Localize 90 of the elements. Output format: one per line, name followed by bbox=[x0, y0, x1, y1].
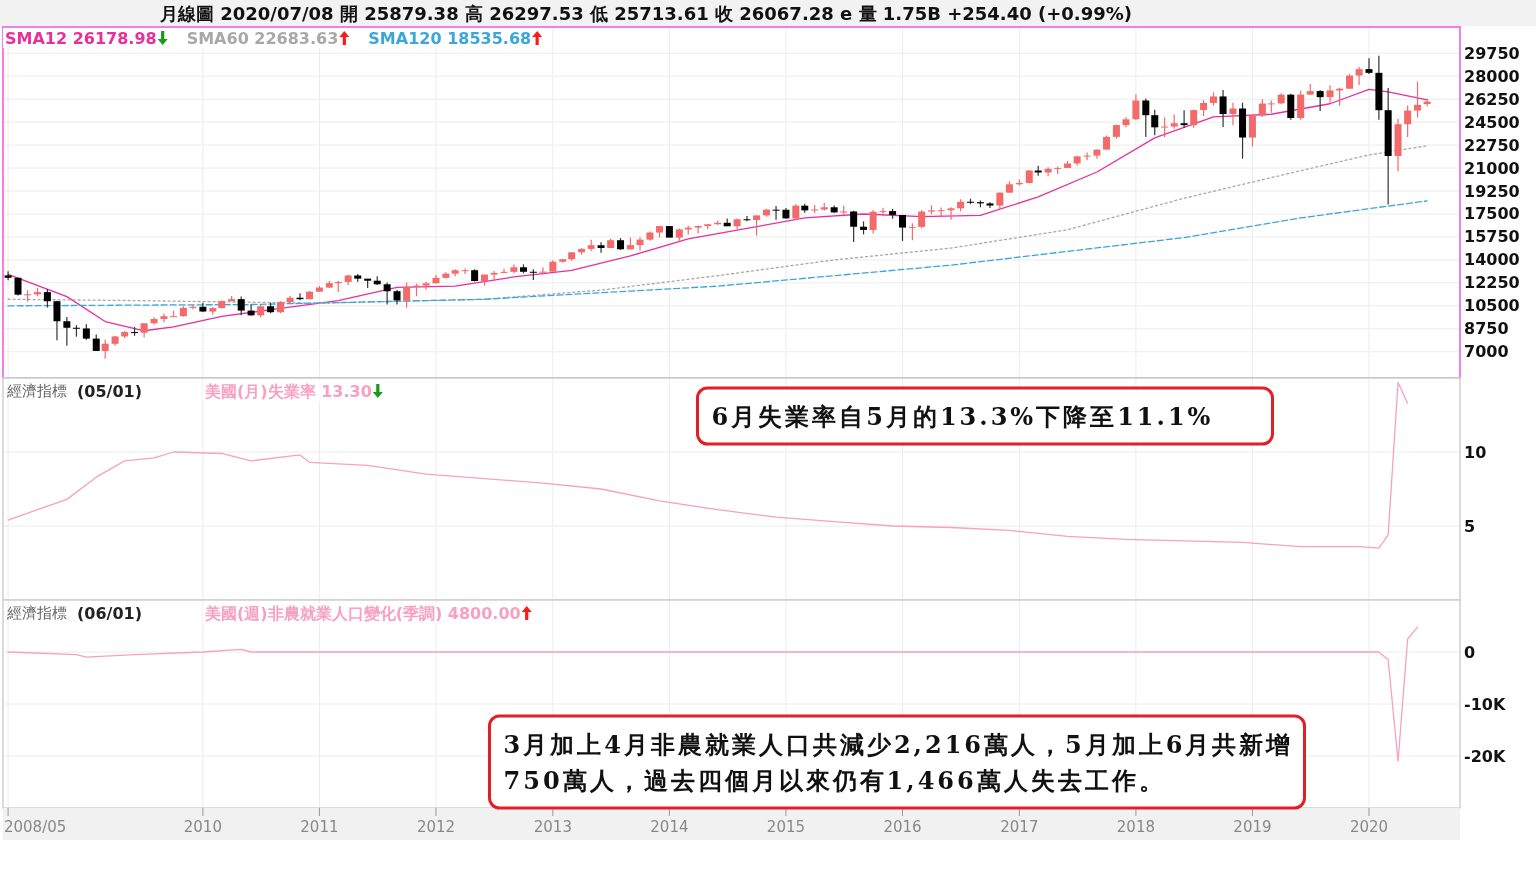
y-tick-label: 12250 bbox=[1464, 273, 1520, 293]
y-tick-label: 10500 bbox=[1464, 296, 1520, 316]
line-series bbox=[7, 381, 1409, 549]
x-tick-label: 2012 bbox=[416, 818, 456, 836]
candlestick bbox=[1248, 113, 1256, 148]
candlestick bbox=[1142, 97, 1150, 138]
y-tick-label: 15750 bbox=[1464, 227, 1520, 247]
candlestick bbox=[597, 241, 605, 254]
y-tick-label: 17500 bbox=[1464, 204, 1520, 224]
y-tick-label: 26250 bbox=[1464, 89, 1520, 109]
x-tick-label: 2016 bbox=[883, 818, 922, 836]
candlestick bbox=[1316, 89, 1324, 112]
x-tick-label: 2013 bbox=[533, 818, 572, 836]
x-tick-label: 2008/05 bbox=[3, 818, 67, 836]
candlestick bbox=[850, 210, 858, 243]
candlestick bbox=[539, 266, 547, 276]
y-tick-label: 10 bbox=[1464, 442, 1487, 462]
y-tick-label: 14000 bbox=[1464, 250, 1520, 270]
chart-title: 經濟指標 bbox=[6, 382, 67, 400]
candlestick bbox=[1132, 93, 1140, 121]
candlestick bbox=[753, 214, 761, 237]
candlestick bbox=[1414, 81, 1422, 119]
candlestick bbox=[490, 270, 498, 281]
candlestick bbox=[43, 288, 51, 309]
candlestick bbox=[1365, 57, 1373, 75]
candlestick bbox=[1229, 102, 1237, 126]
candlestick bbox=[1287, 93, 1295, 121]
y-tick-label: 22750 bbox=[1464, 135, 1520, 155]
candlestick bbox=[422, 280, 430, 291]
text: SMA12 26178.98 bbox=[5, 28, 157, 48]
x-tick-label: 2017 bbox=[1000, 818, 1039, 836]
candlestick bbox=[1297, 89, 1305, 121]
x-tick-label: 2010 bbox=[183, 818, 222, 836]
text: SMA60 22683.63 bbox=[186, 28, 339, 48]
x-tick-label: 2020 bbox=[1349, 818, 1389, 836]
candlestick bbox=[1219, 89, 1227, 128]
candlestick bbox=[772, 205, 780, 221]
y-tick-label: 29750 bbox=[1464, 43, 1520, 63]
line-series bbox=[7, 145, 1428, 304]
chart-subtitle: (06/01) bbox=[77, 603, 142, 623]
y-tick-label: 21000 bbox=[1464, 158, 1520, 178]
candlestick bbox=[1326, 84, 1334, 104]
candlestick bbox=[1161, 116, 1169, 138]
y-tick-label: 0 bbox=[1464, 642, 1476, 662]
candlestick bbox=[898, 214, 906, 242]
candlestick bbox=[918, 209, 926, 229]
line-series bbox=[7, 626, 1419, 762]
candlestick bbox=[237, 295, 245, 316]
text: SMA120 18535.68 bbox=[368, 28, 532, 48]
candlestick bbox=[160, 312, 168, 323]
y-tick-label: 7000 bbox=[1464, 342, 1509, 362]
candlestick bbox=[1083, 151, 1091, 161]
candlestick bbox=[53, 300, 61, 341]
x-tick-label: 2019 bbox=[1233, 818, 1272, 836]
x-tick-label: 2015 bbox=[766, 818, 806, 836]
candlestick bbox=[636, 236, 644, 252]
series-label: 美國(週)非農就業人口變化(季調) 4800.00 bbox=[204, 603, 521, 623]
y-tick-label: -20K bbox=[1464, 746, 1506, 766]
candlestick bbox=[1355, 66, 1363, 86]
candlestick bbox=[1404, 105, 1412, 138]
chart-title: 月線圖 2020/07/08 開 25879.38 高 26297.53 低 25713.61 收 26067.28 e 量 1.75B +254.40 (+0.99%) bbox=[159, 2, 1132, 24]
candlestick bbox=[1151, 109, 1159, 136]
annotation: 6月失業率自5月的13.3%下降至11.1% bbox=[711, 401, 1214, 431]
x-tick-label: 2018 bbox=[1116, 818, 1155, 836]
x-tick-label: 2011 bbox=[300, 818, 339, 836]
y-tick-label: -10K bbox=[1464, 694, 1506, 714]
line-series bbox=[7, 200, 1428, 307]
text: 美國(月)失業率 13.30 bbox=[204, 381, 372, 401]
candlestick bbox=[869, 209, 877, 235]
y-tick-label: 8750 bbox=[1464, 319, 1509, 339]
y-tick-label: 19250 bbox=[1464, 181, 1520, 201]
candlestick bbox=[403, 281, 411, 309]
chart-subtitle: (05/01) bbox=[77, 381, 142, 401]
candlestick bbox=[743, 215, 751, 222]
chart-title: 經濟指標 bbox=[6, 604, 67, 622]
candlestick bbox=[383, 281, 391, 306]
candlestick bbox=[101, 339, 109, 360]
candlestick bbox=[461, 267, 469, 275]
candlestick bbox=[879, 207, 887, 217]
y-tick-label: 5 bbox=[1464, 516, 1476, 536]
annotation: 3月加上4月非農就業人口共減少2,216萬人，5月加上6月共新增750萬人，過去四個月以來仍有1,466萬人失去工作。 bbox=[503, 729, 1294, 795]
candlestick bbox=[4, 270, 12, 281]
y-tick-label: 28000 bbox=[1464, 66, 1520, 86]
candlestick bbox=[1180, 109, 1188, 129]
candlestick bbox=[694, 224, 702, 235]
candlestick bbox=[947, 206, 955, 221]
y-tick-label: 24500 bbox=[1464, 112, 1520, 132]
x-tick-label: 2014 bbox=[650, 818, 689, 836]
candlestick bbox=[937, 206, 945, 217]
candlestick bbox=[63, 316, 71, 347]
